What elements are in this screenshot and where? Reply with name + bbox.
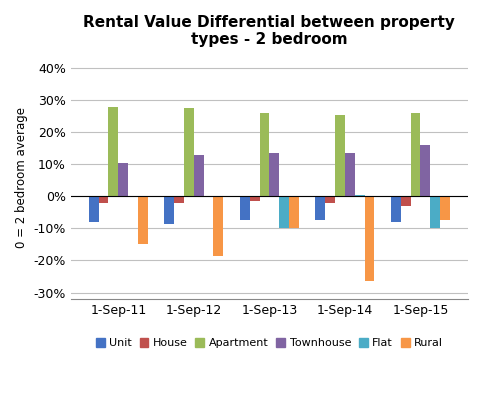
Bar [109,107,118,196]
Bar [194,155,204,196]
Bar [259,113,270,196]
Bar [421,145,430,196]
Bar [401,196,411,206]
Bar [279,196,289,229]
Bar [355,195,365,196]
Legend: Unit, House, Apartment, Townhouse, Flat, Rural: Unit, House, Apartment, Townhouse, Flat,… [91,334,448,353]
Bar [240,196,250,220]
Bar [365,196,374,281]
Bar [174,196,184,203]
Bar [440,196,450,220]
Bar [411,113,421,196]
Bar [430,196,440,229]
Bar [391,196,401,222]
Bar [315,196,325,220]
Bar [270,153,279,196]
Bar [213,196,223,256]
Bar [184,108,194,196]
Title: Rental Value Differential between property
types - 2 bedroom: Rental Value Differential between proper… [84,15,455,47]
Y-axis label: 0 = 2 bedroom average: 0 = 2 bedroom average [15,107,28,248]
Bar [138,196,148,245]
Bar [89,196,99,222]
Bar [335,115,345,196]
Bar [289,196,299,229]
Bar [345,153,355,196]
Bar [325,196,335,203]
Bar [164,196,174,224]
Bar [250,196,259,201]
Bar [118,163,128,196]
Bar [99,196,109,203]
